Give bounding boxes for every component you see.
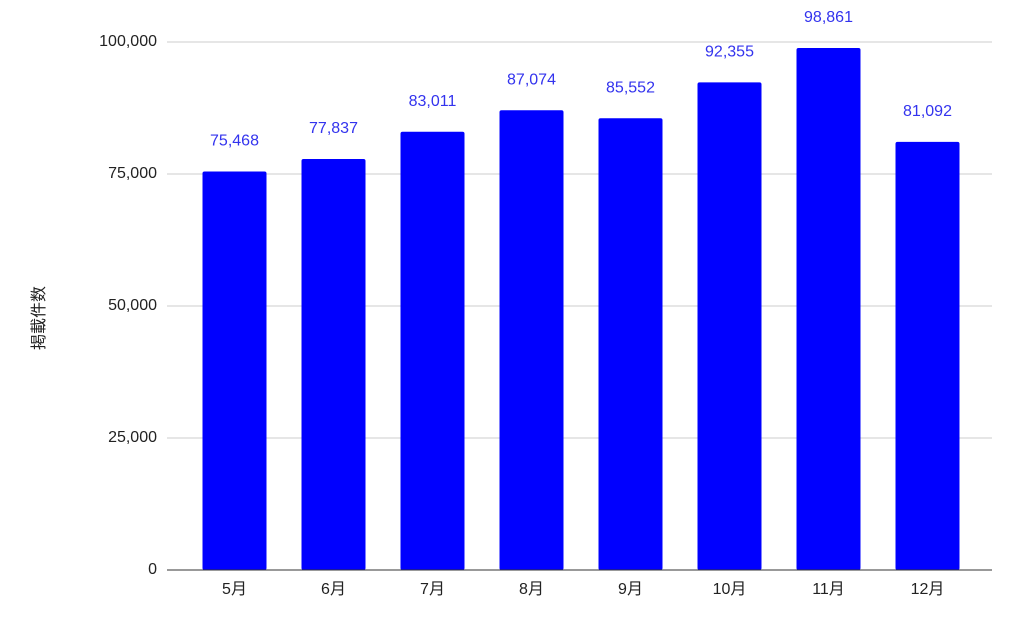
x-tick-label: 6月 [321,581,346,598]
y-tick-label: 50,000 [108,297,157,314]
bar [202,171,267,570]
y-axis-label: 掲載件数 [30,286,48,350]
x-tick-label: 5月 [222,581,247,598]
data-label: 87,074 [507,71,556,88]
x-tick-label: 7月 [420,581,445,598]
y-tick-label: 75,000 [108,165,157,182]
x-tick-label: 12月 [911,581,945,598]
data-label: 77,837 [309,120,358,137]
bar [895,141,960,571]
bar [400,131,465,571]
y-tick-label: 25,000 [108,429,157,446]
bar [697,82,762,570]
data-label: 98,861 [804,9,853,26]
x-tick-label: 11月 [812,581,845,598]
data-label: 92,355 [705,44,754,61]
data-label: 81,092 [903,103,952,120]
data-label: 75,468 [210,133,259,150]
bar [598,118,663,571]
x-tick-label: 9月 [618,581,643,598]
data-label: 83,011 [409,93,457,110]
data-label: 85,552 [606,80,655,97]
x-tick-label: 10月 [713,581,747,598]
bar [301,159,366,571]
y-tick-label: 0 [148,561,157,578]
bar [499,110,564,571]
x-tick-label: 8月 [519,581,544,598]
y-tick-label: 100,000 [99,33,157,50]
bar [796,48,861,571]
